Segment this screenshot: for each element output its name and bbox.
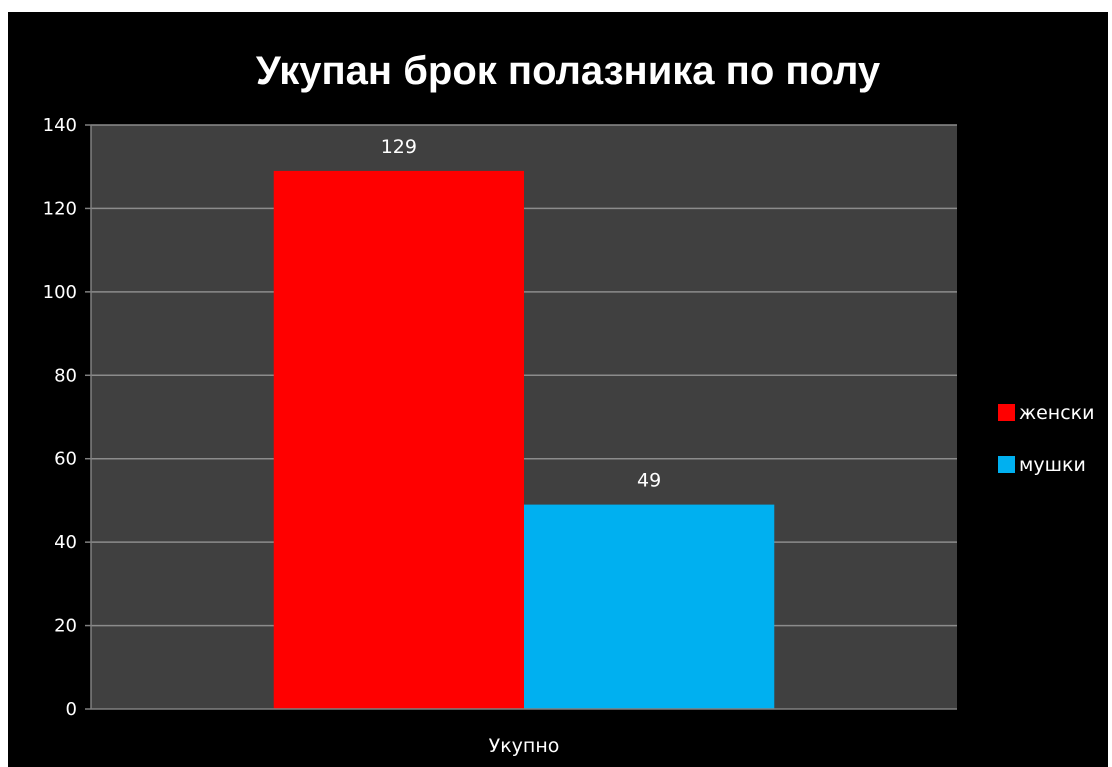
bar-chart: Укупан брок полазника по полу 0 20 40 60 80 1… [43, 49, 1095, 757]
legend-swatch [998, 404, 1015, 421]
x-category-label: Укупно [489, 735, 560, 757]
chart-title: Укупан брок полазника по полу [256, 49, 881, 93]
bars [273, 170, 775, 709]
y-tick-label: 140 [43, 115, 77, 136]
y-tick-label: 20 [54, 616, 77, 637]
y-axis-ticks: 0 20 40 60 80 100 120 140 [43, 115, 91, 720]
bar-мушки [524, 504, 775, 709]
y-tick-label: 120 [43, 198, 77, 219]
legend: женски мушки [998, 402, 1095, 476]
y-tick-label: 40 [54, 532, 77, 553]
legend-label: мушки [1019, 454, 1086, 476]
chart-frame: Укупан брок полазника по полу 0 20 40 60 80 1… [8, 12, 1108, 767]
data-label: 49 [637, 470, 661, 492]
y-tick-label: 100 [43, 282, 77, 303]
x-axis-categories: Укупно [489, 735, 560, 757]
data-labels: 129 49 [381, 136, 662, 492]
y-tick-label: 80 [54, 365, 77, 386]
y-tick-label: 0 [66, 699, 77, 720]
legend-swatch [998, 456, 1015, 473]
data-label: 129 [381, 136, 417, 158]
y-tick-label: 60 [54, 449, 77, 470]
bar-женски [273, 170, 524, 709]
legend-label: женски [1019, 402, 1095, 424]
